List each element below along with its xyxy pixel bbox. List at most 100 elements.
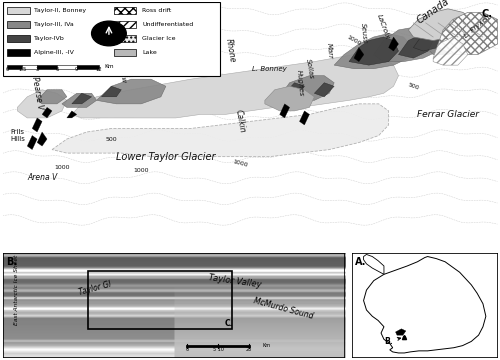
Text: East Antarctic Ice Sheet: East Antarctic Ice Sheet (14, 255, 18, 325)
Text: B.: B. (384, 337, 400, 346)
Text: 1.5: 1.5 (18, 67, 26, 72)
Bar (77, 65, 99, 69)
Text: Canada: Canada (415, 0, 451, 25)
Polygon shape (374, 26, 443, 62)
Text: Frils
Hills: Frils Hills (10, 129, 25, 142)
Text: Lake: Lake (142, 50, 157, 55)
Bar (8, 35, 30, 42)
Polygon shape (354, 48, 364, 62)
Text: Taylor Gl: Taylor Gl (78, 280, 112, 297)
Text: Ferrar Glacier: Ferrar Glacier (417, 110, 479, 119)
Text: Calspaw: Calspaw (116, 54, 127, 84)
Polygon shape (62, 93, 96, 107)
Polygon shape (280, 76, 334, 100)
Polygon shape (463, 23, 492, 41)
Text: Rhone: Rhone (224, 38, 236, 64)
Polygon shape (314, 83, 334, 97)
Text: McMurdo Sound: McMurdo Sound (252, 296, 314, 320)
Text: Arena V: Arena V (27, 173, 57, 182)
Text: 3: 3 (36, 67, 39, 72)
Polygon shape (364, 257, 486, 353)
Polygon shape (414, 30, 448, 51)
Text: Schlatler: Schlatler (36, 41, 48, 75)
Text: 9: 9 (75, 67, 78, 72)
Text: 1000: 1000 (232, 159, 248, 168)
Polygon shape (37, 90, 67, 104)
Bar (2, 2, 220, 76)
Polygon shape (349, 37, 399, 65)
Circle shape (92, 21, 126, 46)
Bar (114, 7, 136, 14)
Text: Taylor-II, Bonney: Taylor-II, Bonney (34, 8, 86, 13)
Bar (37, 65, 57, 69)
Text: LaCroix: LaCroix (376, 13, 391, 40)
Text: 500: 500 (407, 82, 420, 91)
Text: Steckin: Steckin (146, 45, 156, 71)
Text: Lower Taylor Glacier: Lower Taylor Glacier (116, 152, 216, 162)
Text: Ross drift: Ross drift (142, 8, 172, 13)
Text: L. Bonney: L. Bonney (252, 66, 287, 72)
Text: Glacier Ice: Glacier Ice (142, 36, 176, 41)
Polygon shape (42, 107, 52, 118)
Bar (114, 21, 136, 28)
Text: Pearse V: Pearse V (30, 76, 44, 111)
Polygon shape (388, 37, 398, 51)
Bar (8, 7, 30, 14)
Text: Taylor-III, IVa: Taylor-III, IVa (34, 22, 74, 27)
Text: Hughes: Hughes (296, 69, 304, 96)
Text: 6: 6 (56, 67, 58, 72)
Text: C.: C. (482, 9, 492, 19)
Polygon shape (72, 93, 92, 104)
Bar (8, 49, 30, 57)
Text: Km: Km (104, 64, 114, 69)
Text: L. Fryxell: L. Fryxell (464, 14, 492, 39)
Text: N: N (106, 13, 112, 19)
Text: Taylor-IVb: Taylor-IVb (34, 36, 64, 41)
Polygon shape (67, 111, 77, 118)
Text: 1000: 1000 (134, 168, 149, 173)
Polygon shape (300, 111, 310, 125)
Text: 20: 20 (246, 347, 252, 352)
Text: Taylor Valley: Taylor Valley (208, 273, 262, 289)
Text: 1000: 1000 (346, 35, 362, 46)
Polygon shape (453, 19, 463, 33)
Text: 0: 0 (186, 347, 189, 352)
Polygon shape (428, 26, 438, 41)
Text: 500: 500 (106, 136, 117, 141)
Text: Marr: Marr (326, 43, 333, 59)
Text: A.: A. (355, 257, 366, 266)
Text: Calkin: Calkin (234, 109, 246, 134)
Bar (57, 65, 77, 69)
Polygon shape (265, 86, 314, 111)
Bar (114, 49, 136, 57)
Polygon shape (398, 33, 433, 58)
Text: 1000: 1000 (54, 165, 70, 170)
Text: Alpine-III, -IV: Alpine-III, -IV (34, 50, 74, 55)
Polygon shape (52, 104, 388, 157)
Text: 0: 0 (6, 67, 9, 72)
Bar (8, 65, 22, 69)
Bar (88, 271, 232, 329)
Bar (22, 65, 37, 69)
Text: Sollas: Sollas (304, 58, 314, 79)
Polygon shape (334, 33, 413, 69)
Polygon shape (96, 79, 166, 104)
Polygon shape (396, 329, 406, 335)
Polygon shape (438, 12, 498, 55)
Text: Seuss: Seuss (360, 23, 368, 44)
Polygon shape (408, 9, 473, 41)
Polygon shape (433, 37, 468, 65)
Polygon shape (72, 55, 398, 118)
Polygon shape (364, 255, 384, 274)
Text: C.: C. (225, 319, 234, 328)
Text: B.: B. (6, 257, 17, 266)
Polygon shape (102, 86, 121, 97)
Bar (8, 21, 30, 28)
Polygon shape (284, 83, 304, 93)
Polygon shape (32, 118, 42, 132)
Polygon shape (37, 132, 47, 146)
Polygon shape (280, 104, 289, 118)
Polygon shape (424, 23, 473, 55)
Text: Undifferentiated: Undifferentiated (142, 22, 194, 27)
Polygon shape (28, 135, 37, 150)
